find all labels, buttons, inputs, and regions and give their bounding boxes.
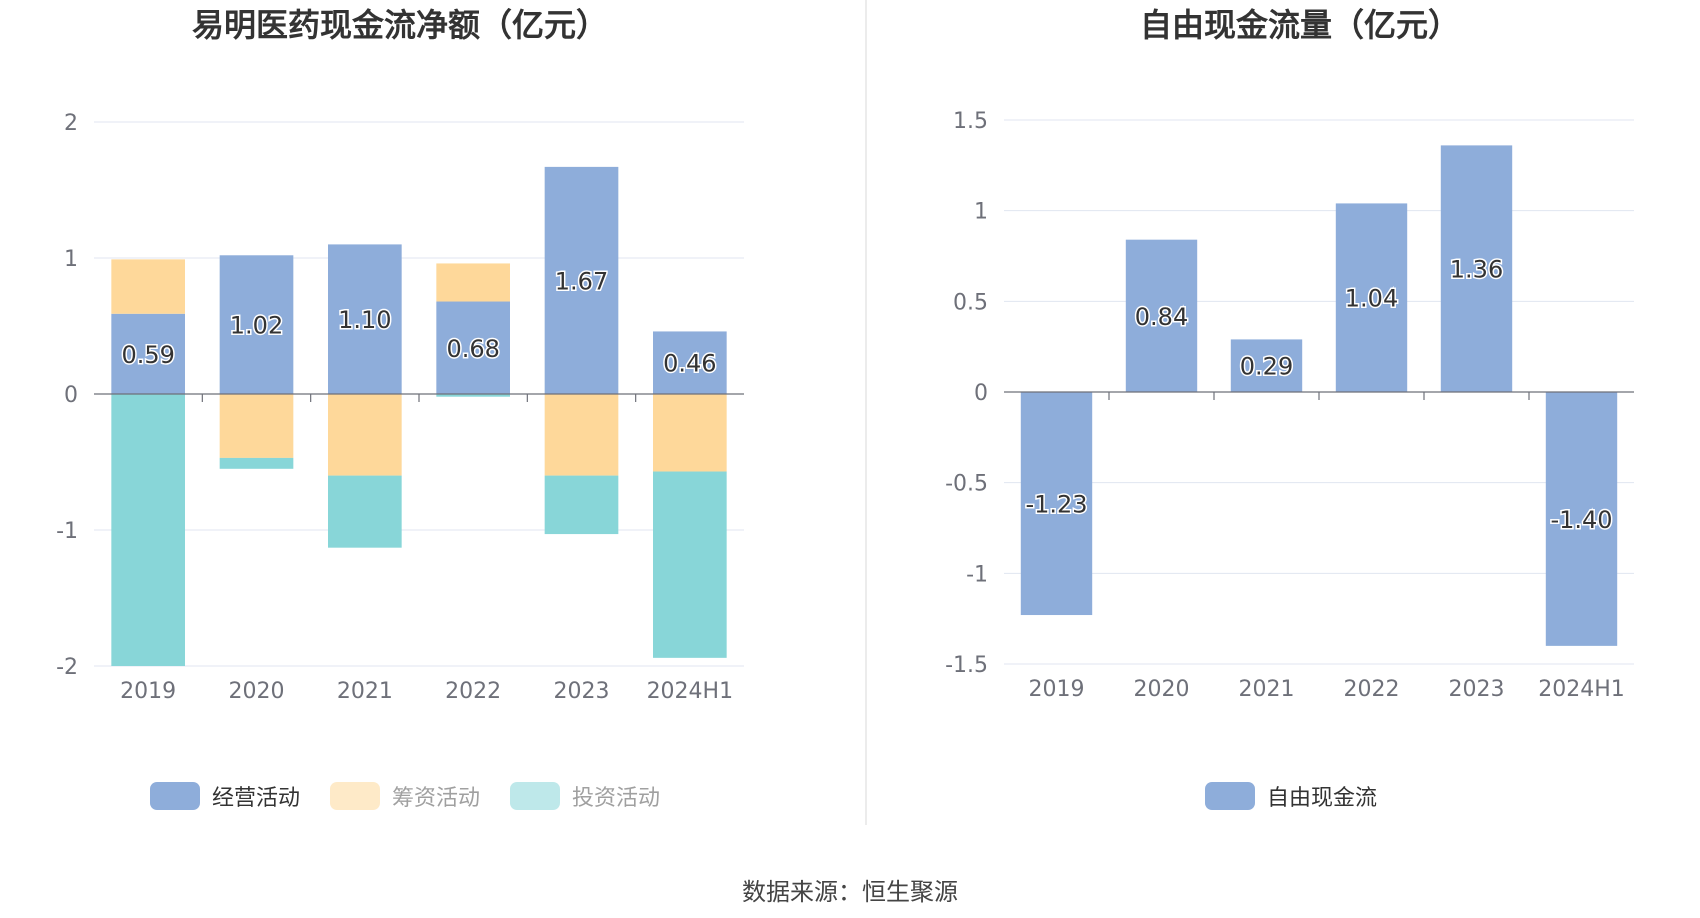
y-tick-label: 1 [64,247,78,272]
bar-value-label: 0.84 [1135,303,1188,331]
left-chart-title: 易明医药现金流净额（亿元） [192,6,608,44]
bar-value-label: -1.23 [1025,491,1087,519]
bar-value-label: 0.29 [1240,353,1293,381]
bar-value-label: 0.46 [663,350,716,378]
bar-investing-2022 [436,394,510,397]
x-tick-label: 2024H1 [647,679,734,704]
right-bar-labels: -1.23 0.84 0.29 1.04 1.36 -1.40 [1024,254,1614,535]
y-tick-label: 0 [64,383,78,408]
bar-operating-2024H1 [653,331,727,394]
x-tick-label: 2022 [445,679,501,704]
bar-financing-2023 [544,394,619,476]
bar-free_cash_flow-2023 [1440,145,1513,392]
bar-financing-2021 [328,394,402,476]
left-legend: 经营活动 筹资活动 投资活动 [150,782,660,811]
bar-financing-2022 [436,263,510,302]
y-tick-label: 0.5 [953,290,988,315]
right-x-axis-ticks: 2019 2020 2021 2022 2023 2024H1 [1029,677,1625,702]
bar-investing-2021 [328,475,402,548]
x-tick-label: 2021 [337,679,393,704]
y-tick-label: -1 [56,519,78,544]
right-legend: 自由现金流 [1205,782,1377,811]
bar-investing-2020 [219,457,294,469]
bar-operating-2019 [111,313,185,394]
legend-label: 经营活动 [212,786,300,811]
y-tick-label: -1 [966,562,988,587]
data-source: 数据来源：恒生聚源 [742,878,958,906]
bar-investing-2023 [544,475,619,535]
bar-free_cash_flow-2022 [1335,203,1408,392]
y-tick-label: 0 [974,381,988,406]
bar-investing-2019 [111,394,185,666]
legend-item-free_cash_flow[interactable]: 自由现金流 [1205,782,1377,811]
bar-value-label: 0.68 [446,335,499,363]
legend-swatch [330,782,380,810]
right-chart-title: 自由现金流量（亿元） [1140,6,1460,44]
x-tick-label: 2023 [554,679,610,704]
legend-swatch [150,782,200,810]
bar-financing-2019 [111,259,185,314]
left-y-axis-ticks: 2 1 0 -1 -2 [56,111,78,680]
bar-value-label: 1.10 [338,306,391,334]
bar-value-label: 1.02 [230,312,283,340]
free-cash-flow-chart: 自由现金流量（亿元） 1.510.50-0.5-1-1.5 2019 2020 20… [945,6,1634,811]
left-bars [111,166,727,666]
x-tick-label: 2022 [1344,677,1400,702]
x-tick-label: 2020 [229,679,285,704]
legend-item-operating[interactable]: 经营活动 [150,782,300,811]
right-y-axis-ticks: 1.5 1 0.5 0 -0.5 -1 -1.5 [945,109,988,678]
bar-value-label: 0.59 [121,341,174,369]
right-x-axis [1004,391,1634,400]
y-tick-label: -0.5 [945,472,988,497]
bar-value-label: -1.40 [1550,506,1612,534]
legend-label: 筹资活动 [392,786,480,811]
y-tick-label: 1.5 [953,109,988,134]
bar-free_cash_flow-2020 [1125,239,1198,392]
bar-financing-2020 [219,394,294,458]
legend-item-investing[interactable]: 投资活动 [510,782,660,811]
y-tick-label: 1 [974,200,988,225]
bar-operating-2022 [436,301,510,394]
bar-free_cash_flow-2024H1 [1545,392,1618,646]
bar-financing-2024H1 [653,394,727,472]
legend-label: 投资活动 [572,786,660,811]
bar-value-label: 1.04 [1345,285,1398,313]
bar-operating-2020 [219,255,294,394]
x-tick-label: 2021 [1239,677,1295,702]
legend-swatch [510,782,560,810]
y-tick-label: -2 [56,655,78,680]
y-tick-label: -1.5 [945,653,988,678]
x-tick-label: 2019 [120,679,176,704]
legend-swatch [1205,782,1255,810]
bar-value-label: 1.36 [1450,256,1503,284]
left-x-axis-ticks: 2019 2020 2021 2022 2023 2024H1 [120,679,733,704]
left-bar-labels: 0.59 1.02 1.10 0.68 1.67 0.46 [120,266,718,379]
bar-value-label: 1.67 [555,267,608,295]
bar-investing-2024H1 [653,471,727,658]
x-tick-label: 2020 [1134,677,1190,702]
x-tick-label: 2019 [1029,677,1085,702]
bar-operating-2023 [544,166,619,394]
left-x-axis [94,393,744,402]
right-bars [1020,145,1618,646]
x-tick-label: 2023 [1449,677,1505,702]
bar-free_cash_flow-2021 [1230,339,1303,392]
bar-free_cash_flow-2019 [1020,392,1093,616]
net-cash-flow-chart: 易明医药现金流净额（亿元） 210-1-2 2019 2020 2021 2022 20… [56,6,744,811]
bar-operating-2021 [328,244,402,394]
legend-item-financing[interactable]: 筹资活动 [330,782,480,811]
x-tick-label: 2024H1 [1538,677,1625,702]
y-tick-label: 2 [64,111,78,136]
legend-label: 自由现金流 [1267,786,1377,811]
